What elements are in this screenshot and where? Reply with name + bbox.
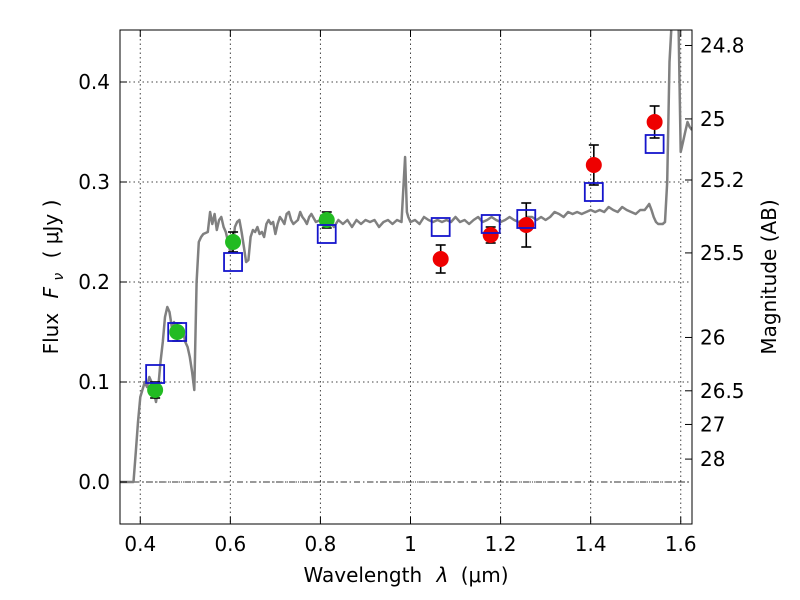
red-data-point [432, 251, 449, 267]
y-axis-label: Flux [39, 313, 63, 355]
clipped-layer [120, 30, 692, 484]
green-data-point [147, 382, 164, 398]
y2-tick-label: 26.5 [700, 379, 745, 403]
plot-frame [119, 29, 693, 525]
x-axis-unit: (μm) [461, 563, 509, 587]
y2-tick-label: 25.2 [700, 168, 745, 192]
y2-tick-label: 24.8 [700, 33, 745, 57]
red-data-point [585, 157, 602, 173]
x-axis-label: Wavelength [303, 563, 422, 587]
green-data-point [318, 212, 335, 228]
y-tick-label: 0.2 [78, 270, 110, 294]
y-axis-title: Flux F ν ( μJy ) [39, 200, 68, 355]
y-tick-label: 0.3 [78, 170, 110, 194]
y-tick-label: 0.1 [78, 370, 110, 394]
y2-tick-label: 25 [700, 107, 725, 131]
green-data-point [169, 324, 186, 340]
green-data-point [225, 234, 242, 250]
x-tick-label: 0.4 [124, 532, 156, 556]
red-data-point [482, 227, 499, 243]
plot-content [120, 30, 692, 484]
x-tick-label: 1.2 [485, 532, 517, 556]
model-flux-square [480, 214, 501, 234]
y2-tick-label: 28 [700, 447, 725, 471]
model-flux-square [167, 322, 188, 342]
model-flux-square [516, 209, 537, 229]
red-data-point [646, 114, 663, 130]
y-axis-symbol-sub: ν [51, 273, 67, 281]
x-axis-title: Wavelength λ (μm) [303, 563, 508, 587]
model-flux-square [223, 252, 243, 272]
x-tick-label: 1 [404, 532, 417, 556]
x-tick-label: 1.4 [575, 532, 607, 556]
red-data-point [518, 217, 535, 233]
y2-tick-label: 27 [700, 412, 725, 436]
model-flux-square [583, 182, 604, 202]
model-flux-square [316, 224, 337, 244]
x-tick-label: 1.6 [665, 532, 697, 556]
x-tick-label: 0.8 [305, 532, 337, 556]
x-tick-label: 0.6 [214, 532, 246, 556]
model-flux-square [430, 217, 451, 237]
y2-axis-title: Magnitude (AB) [757, 199, 781, 354]
model-flux-square [145, 364, 166, 384]
y-tick-label: 0.0 [78, 470, 110, 494]
y2-tick-label: 26 [700, 325, 725, 349]
model-spectrum-line [120, 30, 692, 484]
y-axis-symbol: F [39, 286, 63, 298]
model-flux-square [644, 134, 665, 154]
x-axis-symbol: λ [436, 563, 449, 587]
y-tick-label: 0.4 [78, 70, 110, 94]
y-axis-unit: ( μJy ) [39, 200, 63, 259]
axis-ticks: 0.4 0.6 0.8 1 1.2 1.4 1.6 0.0 0.1 0.2 0.3 0.4 24.8 25… [78, 30, 745, 556]
y2-tick-label: 25.5 [700, 241, 745, 265]
